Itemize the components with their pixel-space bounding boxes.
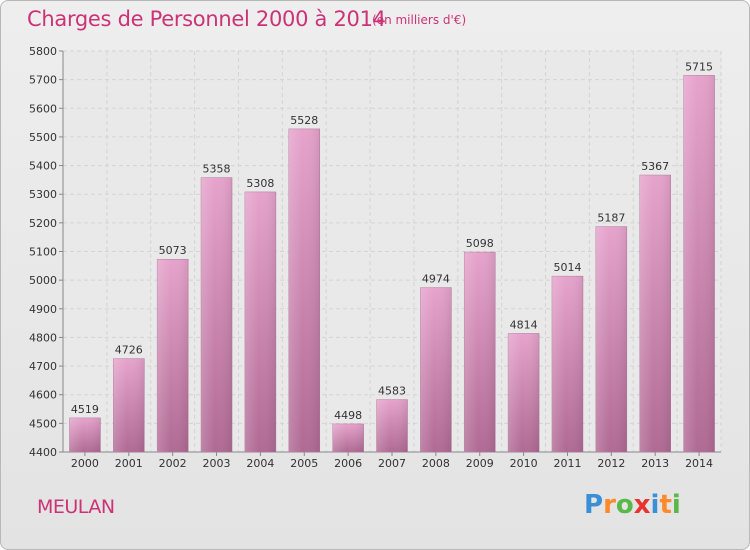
bar-shine	[639, 175, 671, 453]
data-label: 4519	[71, 403, 99, 416]
place-name: MEULAN	[37, 496, 115, 518]
data-labels: 4519 4726 5073 5358 5308 5528 4498 4583 4974 5098…	[71, 60, 713, 422]
y-tick-label: 4800	[29, 331, 57, 344]
x-tick-label: 2010	[510, 457, 538, 470]
x-tick-label: 2008	[422, 457, 450, 470]
logo-letter: o	[615, 490, 634, 520]
data-label: 4814	[510, 318, 538, 331]
chart-subtitle: (en milliers d'€)	[372, 13, 467, 27]
x-tick-label: 2006	[334, 457, 362, 470]
data-label: 4726	[115, 344, 143, 357]
y-tick-label: 4700	[29, 360, 57, 373]
x-tick-label: 2011	[553, 457, 581, 470]
bar-shine	[683, 75, 715, 452]
data-label: 4583	[378, 385, 406, 398]
chart-title: Charges de Personnel 2000 à 2014	[27, 7, 386, 31]
data-label: 5014	[553, 261, 581, 274]
data-label: 5367	[641, 160, 669, 173]
axes: 4400 4500 4600 4700 4800 4900 5000 5100 5200 5300…	[29, 45, 721, 470]
y-tick-label: 5800	[29, 45, 57, 58]
bar-shine	[508, 333, 540, 452]
data-label: 5715	[685, 60, 713, 73]
data-label: 5073	[159, 244, 187, 257]
data-label: 5358	[203, 163, 231, 176]
y-tick-label: 4400	[29, 446, 57, 459]
logo-letter: i	[671, 490, 681, 520]
data-label: 5528	[290, 114, 318, 127]
y-tick-label: 5500	[29, 131, 57, 144]
x-tick-label: 2014	[685, 457, 713, 470]
x-tick-label: 2009	[466, 457, 494, 470]
logo-letter: i	[650, 490, 660, 520]
bars	[69, 75, 715, 453]
x-tick-label: 2003	[203, 457, 231, 470]
x-tick-label: 2001	[115, 457, 143, 470]
data-label: 4498	[334, 409, 362, 422]
y-tick-label: 5400	[29, 160, 57, 173]
bar-shine	[551, 276, 583, 452]
bar-shine	[376, 399, 408, 452]
bar-shine	[201, 177, 233, 452]
bar-shine	[69, 417, 101, 452]
bar-shine	[420, 287, 452, 452]
bar-shine	[157, 259, 189, 452]
x-tick-label: 2004	[246, 457, 274, 470]
y-tick-label: 4900	[29, 303, 57, 316]
data-label: 5308	[246, 177, 274, 190]
y-tick-label: 5700	[29, 74, 57, 87]
x-tick-label: 2002	[159, 457, 187, 470]
y-tick-label: 5000	[29, 274, 57, 287]
bar-shine	[288, 128, 320, 452]
y-tick-label: 5200	[29, 217, 57, 230]
bar-shine	[595, 226, 627, 452]
x-tick-label: 2012	[597, 457, 625, 470]
x-tick-label: 2007	[378, 457, 406, 470]
y-tick-label: 4500	[29, 417, 57, 430]
data-label: 5187	[597, 212, 625, 225]
proxiti-logo[interactable]: Proxiti	[584, 490, 681, 520]
logo-letter: t	[659, 490, 672, 520]
x-tick-label: 2013	[641, 457, 669, 470]
x-tick-label: 2005	[290, 457, 318, 470]
y-tick-label: 5600	[29, 102, 57, 115]
bar-shine	[332, 423, 364, 452]
y-tick-label: 5300	[29, 188, 57, 201]
bar-shine	[464, 252, 496, 452]
bar-shine	[244, 191, 276, 452]
logo-letter: r	[603, 490, 616, 520]
logo-letter: x	[633, 490, 651, 520]
bar-shine	[113, 358, 145, 452]
x-tick-label: 2000	[71, 457, 99, 470]
y-tick-label: 5100	[29, 246, 57, 259]
data-label: 5098	[466, 237, 494, 250]
data-label: 4974	[422, 273, 450, 286]
logo-letter: P	[584, 490, 604, 520]
y-tick-label: 4600	[29, 389, 57, 402]
